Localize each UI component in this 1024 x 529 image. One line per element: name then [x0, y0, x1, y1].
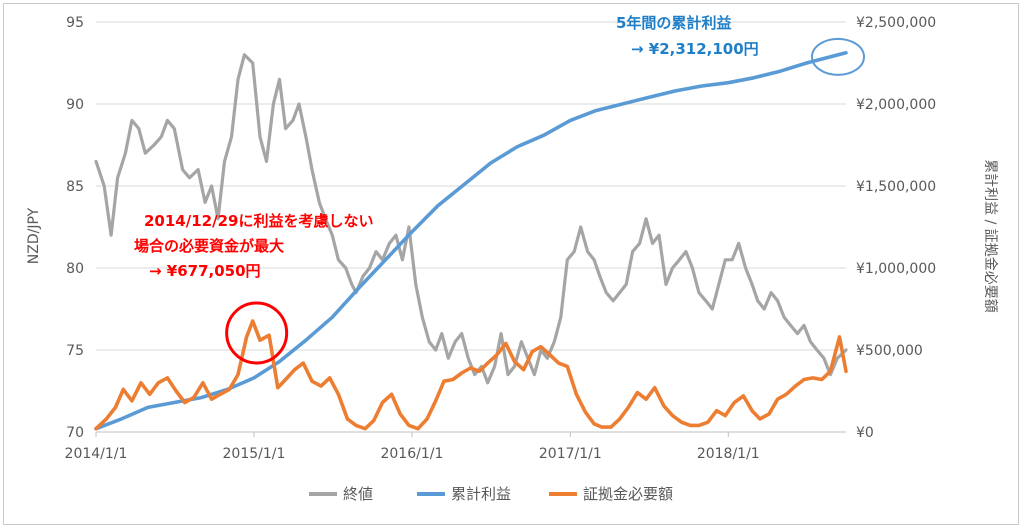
legend-label: 証拠金必要額 [583, 485, 673, 503]
y-left-tick-label: 95 [66, 15, 84, 31]
annotation-blue-line: 5年間の累計利益 [616, 14, 731, 32]
x-axis-ticks: 2014/1/1 2015/1/1 2016/1/1 2017/1/1 2018/1/1 [65, 432, 760, 462]
x-tick-label: 2017/1/1 [539, 446, 602, 462]
series-line-1 [94, 53, 848, 385]
chart-frame: 70 75 80 85 90 95 ¥0 ¥500,000 ¥1,000,000 ¥1,500,… [3, 3, 1019, 525]
peak-highlight-circle [225, 301, 289, 365]
y-left-tick-label: 75 [66, 343, 84, 359]
y-right-tick-label: ¥2,000,000 [856, 97, 936, 113]
final-profit-ellipse [811, 37, 865, 76]
y-left-tick-label: 85 [66, 179, 84, 195]
x-tick-label: 2018/1/1 [697, 446, 760, 462]
x-tick-label: 2016/1/1 [380, 446, 443, 462]
x-tick-label: 2014/1/1 [65, 446, 128, 462]
left-axis-ticks: 70 75 80 85 90 95 [66, 15, 84, 441]
series-layer [94, 50, 848, 431]
annotation-red-line: 場合の必要資金が最大 [134, 237, 284, 255]
annotation-red-line: → ¥677,050円 [149, 262, 261, 280]
y-left-tick-label: 90 [66, 97, 84, 113]
series-line-3 [94, 319, 848, 431]
legend-label: 累計利益 [451, 485, 511, 503]
y-right-tick-label: ¥1,000,000 [856, 261, 936, 277]
y-left-tick-label: 70 [66, 425, 84, 441]
y-left-tick-label: 80 [66, 261, 84, 277]
y-right-tick-label: ¥2,500,000 [856, 15, 936, 31]
y-axis-left-title: NZD/JPY [26, 207, 42, 264]
x-tick-label: 2015/1/1 [223, 446, 286, 462]
annotation-red-line: 2014/12/29に利益を考慮しない [144, 212, 373, 230]
y-axis-right-title: 累計利益 / 証拠金必要額 [982, 159, 998, 313]
legend-label: 終値 [343, 485, 373, 503]
right-axis-ticks: ¥0 ¥500,000 ¥1,000,000 ¥1,500,000 ¥2,000,000… [856, 15, 936, 441]
y-right-tick-label: ¥0 [856, 425, 874, 441]
chart-svg: 70 75 80 85 90 95 ¥0 ¥500,000 ¥1,000,000 ¥1,500,… [26, 14, 998, 503]
legend: 終値 累計利益 証拠金必要額 [309, 485, 673, 503]
annotation-blue-line: → ¥2,312,100円 [631, 40, 759, 58]
y-right-tick-label: ¥500,000 [856, 343, 923, 359]
y-right-tick-label: ¥1,500,000 [856, 179, 936, 195]
series-line-2 [94, 50, 848, 431]
